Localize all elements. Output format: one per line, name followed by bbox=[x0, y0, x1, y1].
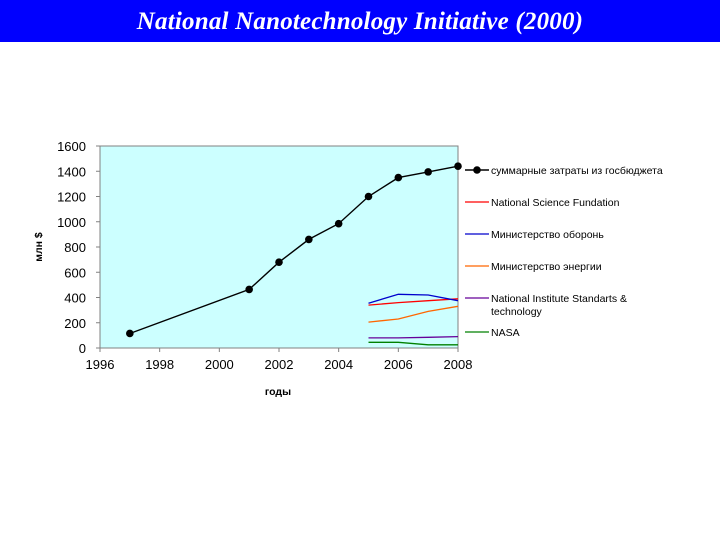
legend-label-1: National Science Fundation bbox=[491, 197, 620, 209]
legend-label-2: Министерство оборонь bbox=[491, 229, 604, 241]
legend-marker bbox=[473, 166, 481, 174]
series-point bbox=[454, 162, 462, 170]
series-line-1 bbox=[368, 298, 459, 306]
series-line-4 bbox=[368, 335, 459, 339]
y-tick-label: 400 bbox=[64, 291, 86, 306]
x-tick-label: 2000 bbox=[205, 357, 234, 372]
legend-label-5: NASA bbox=[491, 327, 520, 339]
series-point bbox=[364, 192, 373, 201]
series-point bbox=[394, 173, 403, 182]
legend: суммарные затраты из госбюджета National … bbox=[465, 165, 663, 339]
legend-label-3: Министерство энергии bbox=[491, 261, 602, 273]
x-tick-label: 1996 bbox=[86, 357, 115, 372]
y-tick-label: 800 bbox=[64, 240, 86, 255]
x-tick-label: 1998 bbox=[145, 357, 174, 372]
series-point bbox=[126, 329, 134, 338]
slide-title: National Nanotechnology Initiative (2000… bbox=[136, 8, 584, 35]
x-tick-label: 2006 bbox=[384, 357, 413, 372]
series-layer bbox=[126, 162, 462, 346]
series-line-5 bbox=[368, 341, 458, 346]
y-tick-label: 600 bbox=[64, 265, 86, 280]
y-tick-label: 200 bbox=[64, 316, 86, 331]
x-tick-label: 2004 bbox=[324, 357, 353, 372]
series-point bbox=[245, 285, 253, 294]
legend-label-0: суммарные затраты из госбюджета bbox=[491, 165, 663, 177]
y-axis-label: млн $ bbox=[33, 232, 45, 262]
x-axis-label: годы bbox=[265, 386, 291, 398]
series-point bbox=[275, 258, 283, 266]
series-line-3 bbox=[368, 305, 459, 323]
y-tick-label: 0 bbox=[79, 341, 86, 356]
series-point bbox=[424, 168, 432, 176]
x-tick-label: 2002 bbox=[265, 357, 294, 372]
series-line-2 bbox=[368, 293, 459, 304]
x-axis-ticks: 1996 1998 2000 2002 2004 2006 2008 bbox=[86, 348, 473, 372]
x-tick-label: 2008 bbox=[444, 357, 473, 372]
title-bar bbox=[0, 0, 720, 42]
line-chart: 1996 1998 2000 2002 2004 2006 2008 0 200 400 600 8… bbox=[33, 139, 663, 398]
y-tick-label: 1400 bbox=[57, 164, 86, 179]
series-point bbox=[305, 235, 313, 244]
series-point bbox=[334, 219, 343, 228]
y-axis-ticks: 0 200 400 600 800 1000 1200 1400 1600 bbox=[57, 139, 100, 356]
y-tick-label: 1200 bbox=[57, 190, 86, 205]
legend-label-4: National Institute Standarts & technology bbox=[491, 293, 627, 318]
y-tick-label: 1000 bbox=[57, 215, 86, 230]
y-tick-label: 1600 bbox=[57, 139, 86, 154]
